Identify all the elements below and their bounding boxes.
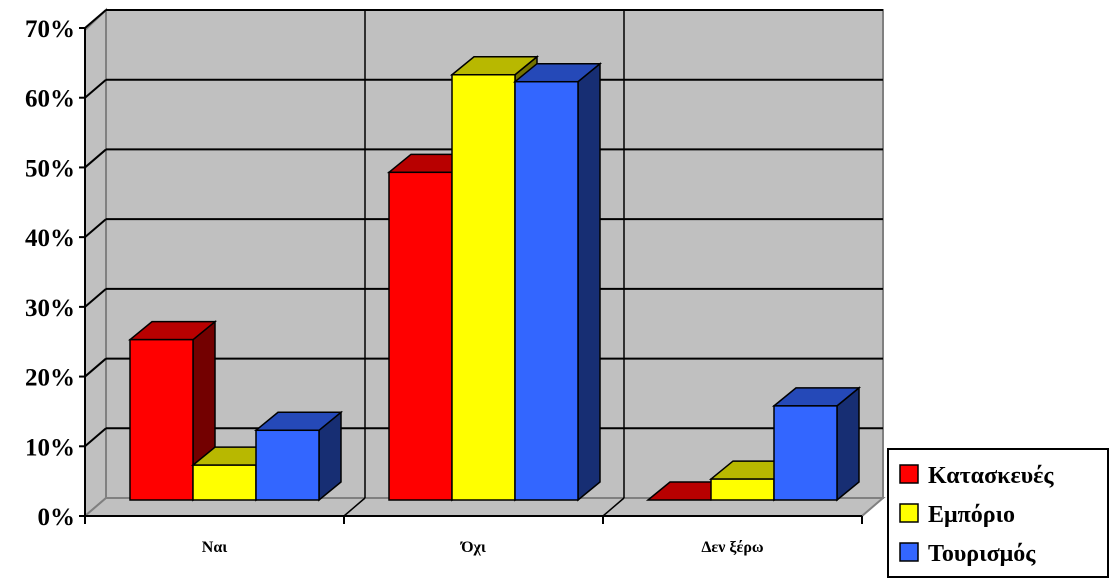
bar-front-face (451, 73, 516, 501)
legend-box (887, 448, 1109, 578)
x-category-label: Δεν ξέρω (701, 539, 764, 556)
legend: Κατασκευές Εμπόριο Τουρισμός (887, 448, 1109, 578)
side-gridline (84, 78, 107, 99)
bar-series (127, 55, 862, 502)
bar-front-face (710, 478, 775, 501)
floor-divider (602, 497, 625, 517)
legend-swatch (899, 503, 919, 523)
axes (79, 27, 863, 524)
bar-side-face (577, 62, 601, 502)
side-gridline (84, 288, 107, 308)
bar-front-face (192, 464, 257, 501)
bar-front-face (388, 171, 453, 501)
side-gridline (84, 427, 107, 448)
bar-2-3 (512, 62, 603, 502)
y-tick-label: 60% (25, 86, 75, 113)
legend-swatch (899, 542, 919, 562)
legend-label: Τουρισμός (928, 541, 1036, 567)
y-tick-label: 50% (25, 155, 75, 182)
y-tick-label: 20% (25, 365, 75, 392)
y-tick-label: 0% (38, 504, 76, 531)
floor-divider (343, 497, 366, 517)
bar-front-face (773, 405, 838, 501)
bar-side-face (836, 386, 860, 502)
side-gridline (84, 218, 107, 238)
x-axis-category-labels: Ναι Όχι Δεν ξέρω (202, 539, 764, 556)
y-tick-label: 70% (25, 16, 75, 43)
y-tick-label: 30% (25, 295, 75, 322)
bar-front-face (255, 429, 320, 501)
legend-swatch (899, 464, 919, 484)
side-gridline (84, 148, 107, 169)
y-axis-tick-labels: 0% 10% 20% 30% 40% 50% 60% 70% (25, 16, 75, 531)
side-gridline (84, 9, 107, 29)
legend-label: Κατασκευές (928, 463, 1054, 489)
side-gridline (84, 357, 107, 378)
bar-3-3 (771, 386, 862, 502)
x-category-label: Όχι (459, 539, 486, 556)
bar-front-face (129, 338, 194, 501)
bar-1-3 (253, 410, 344, 502)
bar-front-face (514, 80, 579, 501)
x-category-label: Ναι (202, 539, 227, 556)
legend-label: Εμπόριο (928, 502, 1015, 528)
y-tick-label: 10% (25, 434, 75, 461)
chart-side-wall (84, 7, 107, 519)
y-tick-label: 40% (25, 225, 75, 252)
